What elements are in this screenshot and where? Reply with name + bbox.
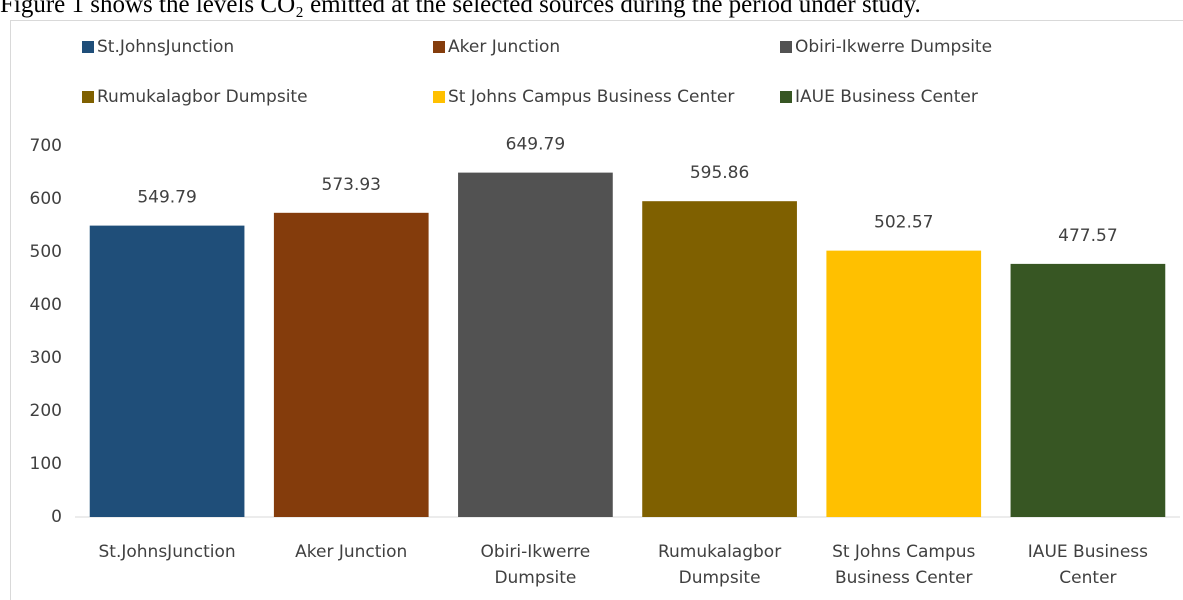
x-tick-label: IAUE Business Center (1027, 542, 1148, 588)
legend-label: St.JohnsJunction (97, 37, 234, 57)
y-tick-label: 100 (30, 454, 62, 474)
bar (1010, 263, 1166, 517)
legend-swatch (780, 41, 792, 53)
bar (273, 212, 429, 518)
caption: Figure 1 shows the levels CO₂ emitted at… (0, 0, 921, 18)
y-tick-label: 400 (30, 295, 62, 315)
value-label: 502.57 (874, 213, 933, 233)
legend-swatch (82, 91, 94, 103)
value-label: 477.57 (1058, 226, 1117, 246)
y-tick-label: 500 (30, 242, 62, 262)
y-tick-label: 300 (30, 348, 62, 368)
bar (642, 201, 797, 517)
bar (458, 172, 613, 517)
y-tick-label: 0 (51, 507, 62, 527)
x-tick-label: Obiri-Ikwerre Dumpsite (480, 542, 591, 588)
y-tick-label: 700 (30, 136, 62, 156)
value-label: 649.79 (506, 135, 565, 155)
legend-label: St Johns Campus Business Center (448, 87, 734, 107)
y-tick-label: 600 (30, 189, 62, 209)
legend-label: Aker Junction (448, 37, 560, 57)
value-label: 595.86 (690, 163, 749, 183)
legend-label: IAUE Business Center (795, 87, 978, 107)
x-tick-label: Rumukalagbor Dumpsite (657, 542, 782, 588)
legend-label: Rumukalagbor Dumpsite (97, 87, 308, 107)
value-label: 549.79 (137, 188, 196, 208)
legend-swatch (780, 91, 792, 103)
bar (826, 250, 982, 518)
y-tick-label: 200 (30, 401, 62, 421)
x-tick-label: St.JohnsJunction (98, 542, 236, 562)
value-label: 573.93 (322, 175, 381, 195)
chart-frame (10, 20, 1183, 600)
x-tick-label: Aker Junction (295, 542, 408, 562)
legend-swatch (433, 91, 445, 103)
legend-label: Obiri-Ikwerre Dumpsite (795, 37, 992, 57)
bar (89, 225, 245, 517)
x-tick-label: St Johns Campus Business Center (832, 542, 976, 588)
legend-swatch (433, 41, 445, 53)
legend-swatch (82, 41, 94, 53)
